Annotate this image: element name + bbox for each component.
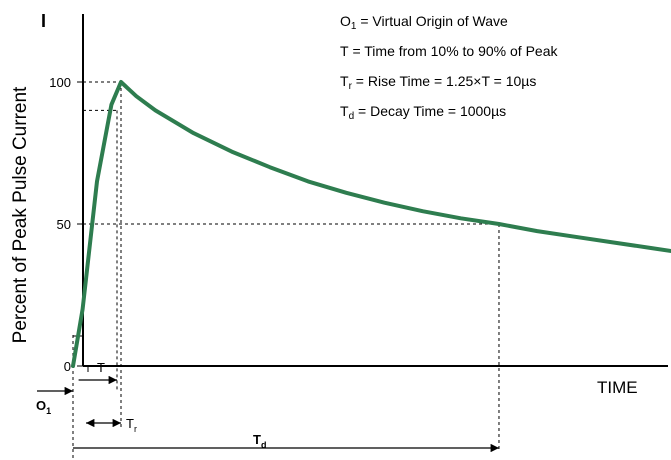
- legend-symbol: T: [340, 103, 349, 119]
- waveform-line: [71, 80, 671, 368]
- legend-symbol: T: [340, 73, 349, 89]
- x-axis-label: TIME: [597, 378, 638, 397]
- y-tick-label: 100: [49, 75, 71, 90]
- legend-entry-tr: Tr = Rise Time = 1.25×T = 10µs: [340, 69, 558, 99]
- o1-label: O1: [36, 398, 51, 416]
- y-tick-label: 50: [57, 217, 71, 232]
- legend-text: = Decay Time = 1000µs: [354, 103, 507, 119]
- annotations: T O1 Tr Td: [36, 360, 499, 453]
- legend-symbol: T: [340, 43, 349, 59]
- legend-text: = Time from 10% to 90% of Peak: [348, 43, 558, 59]
- legend-entry-td: Td = Decay Time = 1000µs: [340, 99, 558, 129]
- tr-label: Tr: [126, 416, 137, 434]
- definitions-legend: O1 = Virtual Origin of Wave T = Time fro…: [340, 9, 558, 129]
- legend-symbol-sub: r: [348, 81, 352, 92]
- legend-entry-o1: O1 = Virtual Origin of Wave: [340, 9, 558, 39]
- legend-symbol-sub: 1: [350, 21, 357, 32]
- legend-text: = Virtual Origin of Wave: [356, 13, 508, 29]
- y-axis-label: Percent of Peak Pulse Current: [10, 86, 31, 343]
- legend-symbol-sub: d: [348, 111, 355, 122]
- y-axis-symbol: I: [41, 11, 46, 31]
- legend-symbol: O: [340, 13, 351, 29]
- y-ticks: 0 50 100: [49, 75, 83, 374]
- td-label: Td: [253, 432, 266, 450]
- series: [71, 80, 671, 368]
- y-tick-label: 0: [64, 359, 71, 374]
- legend-entry-t: T = Time from 10% to 90% of Peak: [340, 39, 558, 69]
- t-label: T: [97, 360, 105, 375]
- guide-lines: [83, 81, 500, 452]
- legend-text: = Rise Time = 1.25×T = 10µs: [351, 73, 537, 89]
